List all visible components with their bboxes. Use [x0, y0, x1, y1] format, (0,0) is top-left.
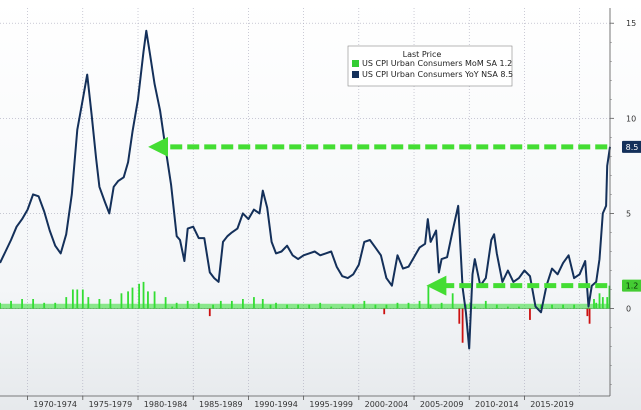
- y-tick-label: 10: [626, 114, 636, 123]
- mom-bar: [98, 299, 101, 309]
- yoy-line: [0, 29, 611, 350]
- mom-bar: [241, 299, 244, 309]
- x-tick-label: 2005-2009: [420, 400, 464, 409]
- mom-last-value-box: [622, 279, 641, 292]
- x-tick-label: 1975-1979: [89, 400, 133, 409]
- legend-entry: US CPI Urban Consumers YoY NSA 8.5: [362, 70, 513, 79]
- mom-bar: [586, 308, 589, 317]
- legend-entry: US CPI Urban Consumers MoM SA 1.2: [362, 59, 512, 68]
- x-tick-label: 1985-1989: [199, 400, 243, 409]
- legend-box: [347, 45, 513, 87]
- x-tick-label: 1980-1984: [144, 400, 188, 409]
- mom-bar: [529, 308, 531, 320]
- mom-bar: [76, 289, 79, 309]
- mom-bar: [598, 293, 601, 309]
- mom-bar: [87, 297, 90, 309]
- mom-bar-band: [0, 303, 610, 309]
- mom-bar: [593, 299, 595, 309]
- mom-bar: [109, 299, 112, 309]
- axes: 15 10 5 0 1970-1974 1975-1979 1980-1984 1985-19…: [0, 8, 641, 409]
- legend-swatch: [352, 60, 359, 67]
- y-tick-label: 5: [626, 209, 631, 218]
- legend-swatch: [352, 71, 359, 78]
- grid-lines: [0, 8, 610, 396]
- mom-bar: [451, 293, 454, 309]
- mom-bar: [153, 291, 156, 309]
- yoy-series-line: [0, 29, 611, 350]
- mom-bar: [461, 308, 464, 343]
- mom-bar: [383, 308, 386, 315]
- x-tick-label: 1995-1999: [309, 400, 353, 409]
- x-tick-label: 1990-1994: [254, 400, 298, 409]
- mom-bar: [131, 287, 134, 309]
- yoy-last-value-box: [622, 140, 641, 153]
- mom-bar: [138, 283, 141, 309]
- mom-bar: [21, 299, 23, 309]
- mom-bars: [0, 281, 611, 343]
- mom-bar: [588, 308, 591, 324]
- yoy-last-value-label: 8.5: [626, 143, 639, 152]
- mom-bar: [261, 299, 264, 309]
- mom-bar: [164, 297, 167, 309]
- y-tick-label: 15: [626, 19, 636, 28]
- mom-bar: [81, 289, 84, 309]
- x-tick-label: 2010-2014: [475, 400, 519, 409]
- mom-bar: [142, 281, 145, 309]
- mom-last-value-label: 1.2: [626, 282, 639, 291]
- x-tick-label: 1970-1974: [33, 400, 77, 409]
- mom-bar: [458, 308, 461, 324]
- mom-bar: [253, 297, 255, 309]
- mom-bar: [65, 297, 68, 309]
- mom-bar: [127, 291, 129, 309]
- x-tick-label: 2000-2004: [365, 400, 409, 409]
- mom-bar: [427, 285, 430, 309]
- mom-bar: [71, 289, 74, 309]
- mom-bar: [32, 299, 35, 309]
- mom-bar: [208, 308, 211, 317]
- mom-bar: [601, 297, 604, 309]
- mom-bar: [120, 293, 123, 309]
- legend-title: Last Price: [403, 50, 442, 59]
- mom-bar: [147, 291, 149, 309]
- last-value-arrows: [148, 136, 608, 296]
- x-tick-label: 2015-2019: [530, 400, 574, 409]
- y-tick-label: 0: [626, 305, 631, 314]
- mom-bar: [608, 285, 611, 309]
- mom-bar: [606, 297, 609, 309]
